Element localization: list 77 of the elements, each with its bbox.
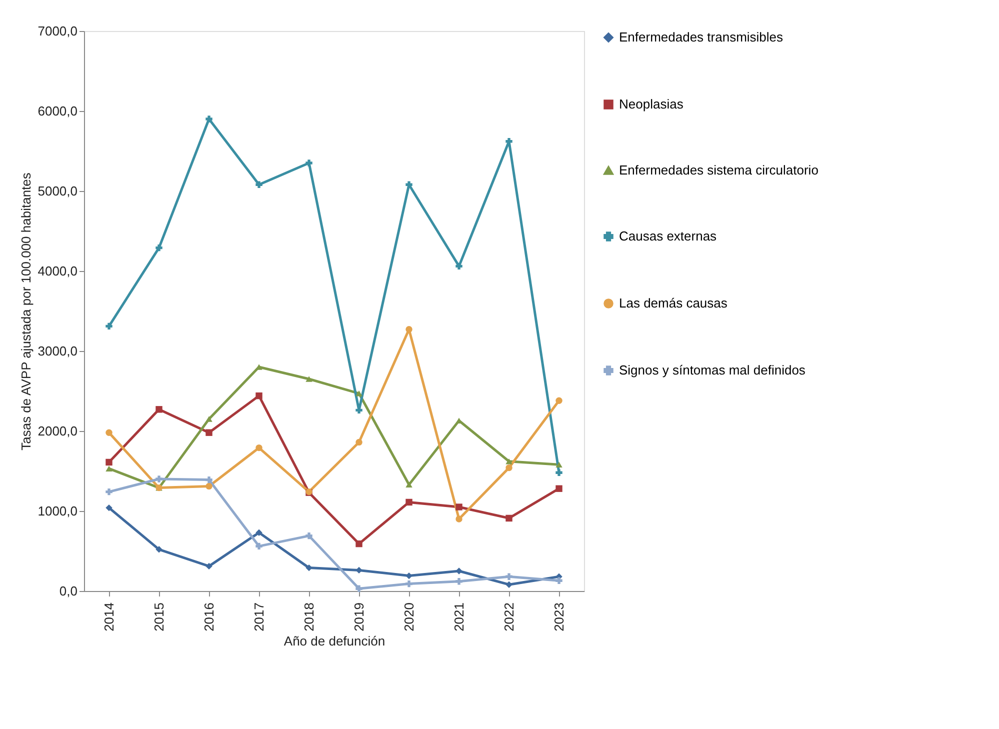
point: [356, 390, 362, 396]
x-tick-label: 2023: [552, 602, 566, 632]
point: [256, 181, 262, 188]
point: [456, 262, 462, 270]
legend-label: Enfermedades transmisibles: [619, 30, 784, 44]
x-tick-label: 2019: [352, 602, 366, 632]
point: [206, 482, 212, 490]
point: [306, 160, 312, 166]
point: [256, 444, 262, 452]
point: [106, 322, 112, 330]
point: [256, 529, 262, 536]
point: [506, 458, 512, 464]
x-tick-label: 2018: [302, 602, 316, 632]
y-tick-label: 7000,0: [38, 24, 78, 38]
point: [556, 462, 562, 468]
legend-label: Neoplasias: [619, 96, 684, 112]
point: [406, 580, 412, 588]
point: [256, 364, 262, 370]
legend-label: Las demás causas: [619, 296, 728, 310]
x-tick-label: 2015: [152, 602, 166, 632]
point: [406, 326, 412, 333]
point: [456, 578, 462, 585]
point: [306, 376, 312, 382]
y-tick-label: 1000,0: [38, 504, 78, 518]
y-axis-title: Tasas de AVPP ajustada por 100.000 habitantes: [18, 172, 34, 450]
point: [506, 464, 512, 472]
point: [156, 546, 162, 553]
point: [206, 476, 212, 484]
point: [406, 482, 412, 488]
point: [356, 540, 362, 548]
point: [356, 438, 362, 446]
y-tick-label: 2000,0: [38, 424, 78, 438]
y-tick-label: 0,0: [59, 584, 78, 598]
point: [106, 488, 112, 496]
point: [106, 504, 112, 512]
point: [406, 572, 412, 580]
point: [206, 116, 212, 122]
legend-label: Causas externas: [619, 228, 718, 244]
x-tick-label: 2020: [402, 602, 416, 632]
x-tick-label: 2021: [452, 602, 466, 632]
x-axis-title: Año de defunción: [284, 633, 386, 648]
y-tick-label: 4000,0: [38, 264, 78, 278]
point: [206, 416, 212, 422]
legend-label: Signos y síntomas mal definidos: [619, 362, 806, 378]
point: [356, 566, 362, 574]
point: [456, 504, 462, 510]
x-tick-label: 2016: [202, 602, 216, 632]
y-tick-label: 3000,0: [38, 344, 78, 358]
point: [456, 568, 462, 574]
point: [506, 581, 512, 588]
point: [306, 564, 312, 572]
point: [456, 516, 462, 522]
y-tick-label: 6000,0: [38, 104, 78, 118]
point: [356, 585, 362, 592]
point: [106, 458, 112, 466]
point: [156, 406, 162, 413]
point: [556, 485, 562, 492]
point: [406, 498, 412, 506]
point: [256, 542, 262, 550]
point: [556, 397, 562, 404]
legend-label: Enfermedades sistema circulatorio: [619, 162, 818, 178]
x-tick-label: 2017: [252, 602, 266, 632]
point: [206, 429, 212, 436]
point: [106, 429, 112, 436]
point: [556, 469, 562, 476]
y-tick-label: 5000,0: [38, 184, 78, 198]
point: [156, 476, 162, 482]
x-tick-label: 2014: [102, 602, 116, 632]
point: [206, 562, 212, 570]
point: [306, 532, 312, 540]
point: [556, 577, 562, 584]
point: [506, 573, 512, 580]
point: [256, 392, 262, 400]
point: [156, 244, 162, 252]
point: [506, 514, 512, 522]
x-tick-label: 2022: [502, 602, 516, 632]
point: [106, 466, 112, 472]
